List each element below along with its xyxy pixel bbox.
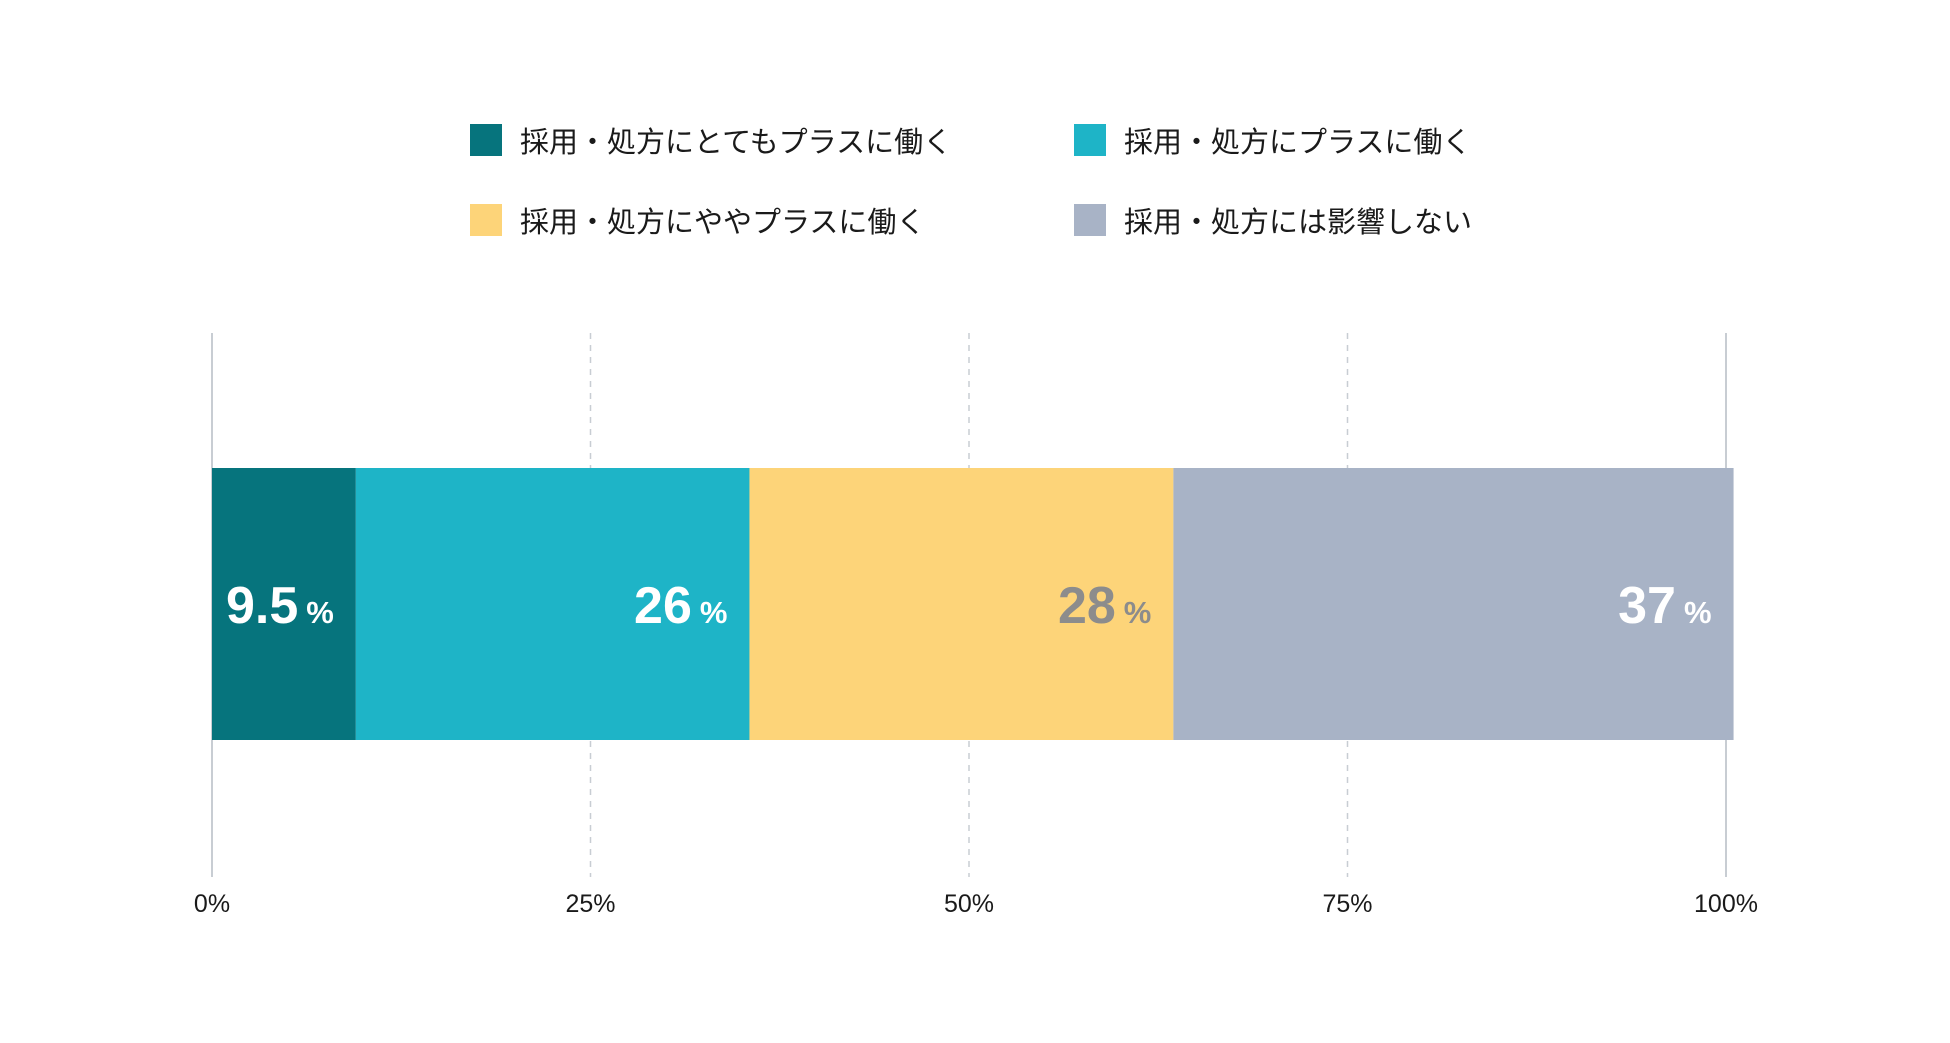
x-tick-label: 100% (1694, 890, 1758, 918)
x-tick-label: 0% (194, 890, 230, 918)
bar-value-label: 26% (634, 577, 727, 635)
legend-item-slightly-positive: 採用・処方にややプラスに働く (470, 200, 925, 240)
legend-swatch (1074, 204, 1106, 236)
legend-label: 採用・処方には影響しない (1124, 205, 1473, 239)
legend: 採用・処方にとてもプラスに働く 採用・処方にプラスに働く 採用・処方にややプラス… (470, 120, 1570, 250)
bar-segment (355, 468, 750, 740)
legend-item-positive: 採用・処方にプラスに働く (1074, 120, 1471, 160)
x-tick-label: 25% (565, 890, 615, 918)
legend-item-no-effect: 採用・処方には影響しない (1074, 200, 1472, 240)
legend-label: 採用・処方にプラスに働く (1124, 125, 1472, 159)
legend-swatch (1074, 124, 1106, 156)
bar-segment (749, 468, 1174, 740)
bar-value-label: 9.5% (226, 577, 334, 635)
legend-item-strongly-positive: 採用・処方にとてもプラスに働く (470, 120, 952, 160)
legend-label: 採用・処方にとてもプラスに働く (520, 125, 953, 159)
legend-swatch (470, 204, 502, 236)
x-tick-label: 50% (944, 890, 994, 918)
x-tick-label: 75% (1322, 890, 1372, 918)
legend-label: 採用・処方にややプラスに働く (520, 205, 926, 239)
bar-value-label: 37% (1618, 577, 1711, 635)
legend-swatch (470, 124, 502, 156)
bar-segment (1173, 468, 1734, 740)
bar-value-label: 28% (1058, 577, 1151, 635)
bar-segment (212, 468, 356, 740)
